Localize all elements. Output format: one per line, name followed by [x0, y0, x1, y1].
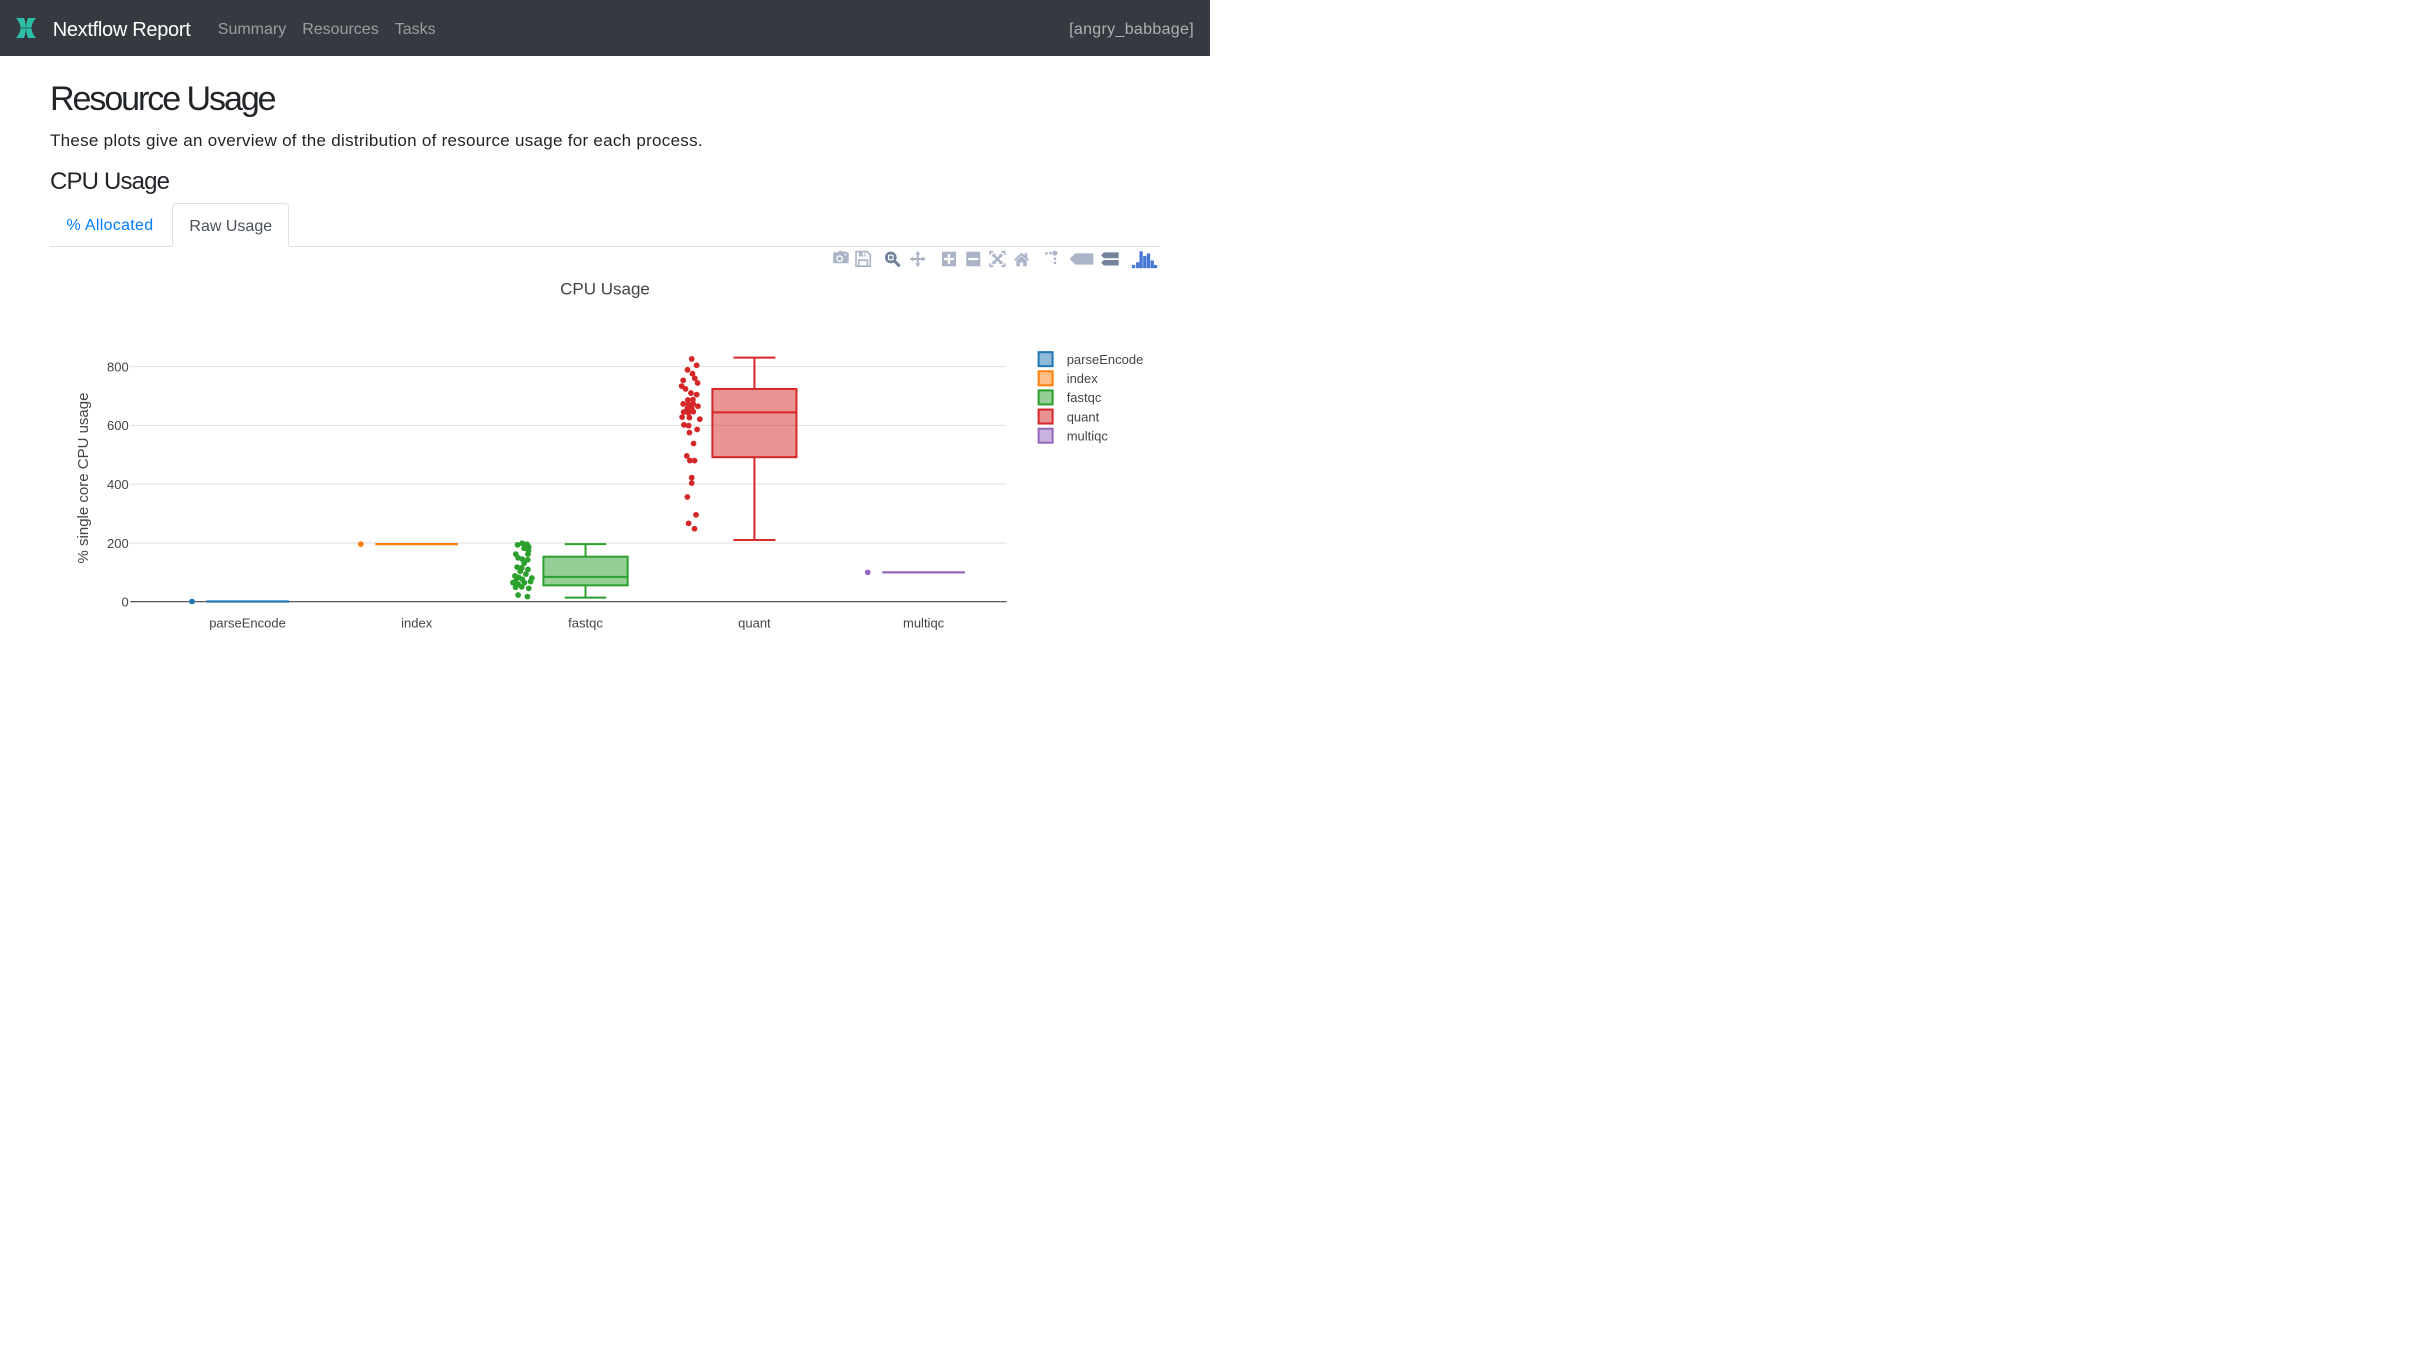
- svg-text:index: index: [401, 616, 433, 631]
- svg-text:parseEncode: parseEncode: [1067, 352, 1144, 367]
- svg-text:fastqc: fastqc: [568, 616, 603, 631]
- svg-text:multiqc: multiqc: [1067, 428, 1109, 443]
- svg-text:200: 200: [107, 536, 129, 551]
- svg-text:parseEncode: parseEncode: [209, 616, 286, 631]
- svg-text:index: index: [1067, 371, 1099, 386]
- svg-text:800: 800: [107, 359, 129, 374]
- svg-text:% single core CPU usage: % single core CPU usage: [75, 393, 92, 564]
- svg-text:quant: quant: [1067, 409, 1100, 424]
- svg-text:400: 400: [107, 477, 129, 492]
- svg-text:fastqc: fastqc: [1067, 390, 1102, 405]
- svg-text:600: 600: [107, 418, 129, 433]
- svg-text:multiqc: multiqc: [903, 616, 945, 631]
- svg-text:0: 0: [121, 594, 128, 609]
- svg-text:quant: quant: [738, 616, 771, 631]
- svg-text:CPU Usage: CPU Usage: [560, 280, 650, 299]
